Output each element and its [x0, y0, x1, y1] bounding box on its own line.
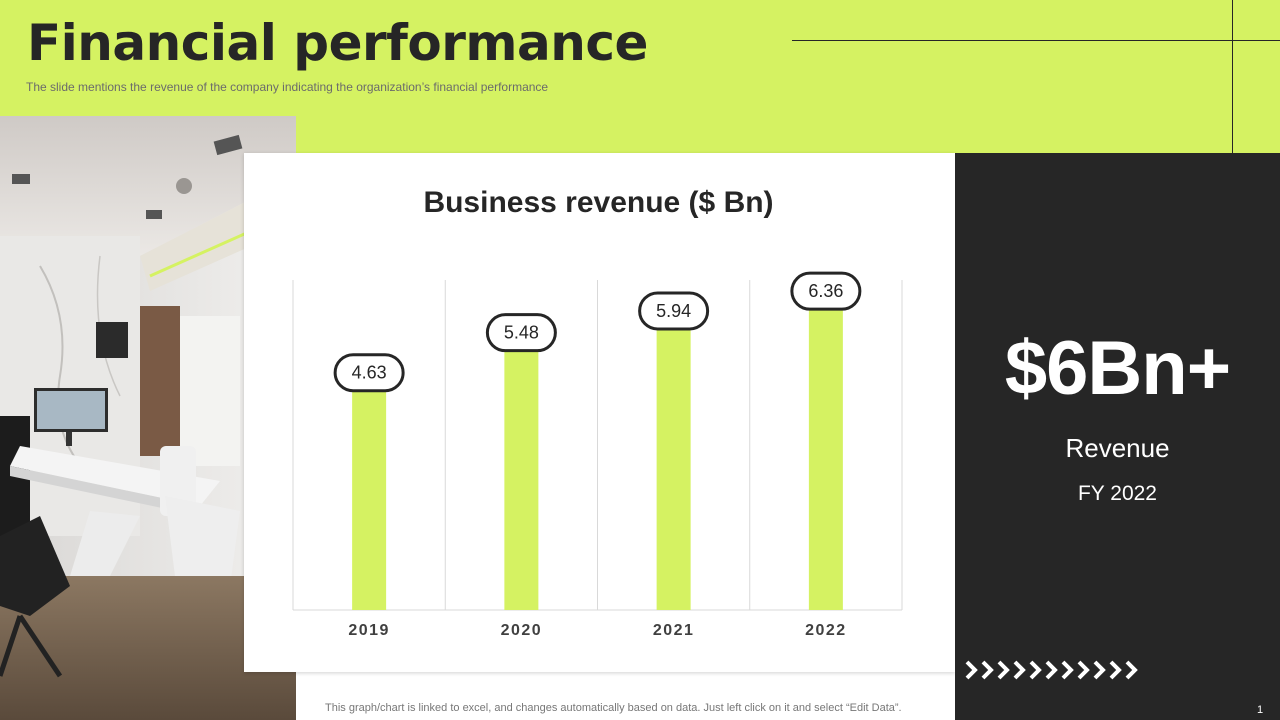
data-label: 5.48 — [504, 323, 539, 343]
bar-2019 — [352, 391, 387, 610]
bar-2022 — [808, 310, 843, 610]
footer-note: This graph/chart is linked to excel, and… — [325, 702, 902, 714]
page-title: Financial performance — [27, 14, 648, 72]
highlight-label: Revenue — [1065, 433, 1170, 463]
x-tick-label: 2021 — [653, 622, 695, 639]
x-tick-label: 2020 — [501, 622, 543, 639]
highlight-period: FY 2022 — [1077, 482, 1157, 505]
chart-card: Business revenue ($ Bn) 4.63 2019 5.48 2020… — [244, 153, 955, 672]
chevron-shape — [1125, 660, 1138, 680]
chevron-shape — [1029, 660, 1042, 680]
page-number: 1 — [1257, 704, 1264, 716]
bar-2020 — [504, 351, 539, 610]
chevron-shape — [997, 660, 1010, 680]
page-subtitle: The slide mentions the revenue of the co… — [26, 80, 549, 94]
bar-2021 — [656, 329, 691, 610]
data-label: 4.63 — [352, 363, 387, 383]
data-label-bubble — [638, 291, 710, 331]
chevron-shape — [1093, 660, 1106, 680]
data-label-bubble — [790, 271, 862, 311]
chevron-shape — [1013, 660, 1026, 680]
x-tick-label: 2019 — [348, 622, 390, 639]
chevron-shape — [1061, 660, 1074, 680]
data-label-bubble — [333, 353, 405, 393]
decorative-vertical-line — [1232, 0, 1233, 153]
revenue-bar-chart: 4.63 2019 5.48 2020 5.94 2021 6.36 2022 — [292, 271, 903, 639]
chart-title: Business revenue ($ Bn) — [423, 186, 774, 219]
decorative-horizontal-line — [792, 40, 1280, 41]
chevron-shape — [1045, 660, 1058, 680]
chevron-shape — [965, 660, 978, 680]
chevron-shape — [1077, 660, 1090, 680]
data-label: 6.36 — [808, 281, 843, 301]
highlight-panel: $6Bn+ Revenue FY 2022 — [955, 153, 1280, 720]
data-label: 5.94 — [656, 301, 691, 321]
highlight-value: $6Bn+ — [1004, 326, 1231, 411]
chevron-shape — [1109, 660, 1122, 680]
data-label-bubble — [485, 313, 557, 353]
chevron-shape — [981, 660, 994, 680]
x-tick-label: 2022 — [805, 622, 847, 639]
chevron-right-icon — [965, 660, 1138, 680]
